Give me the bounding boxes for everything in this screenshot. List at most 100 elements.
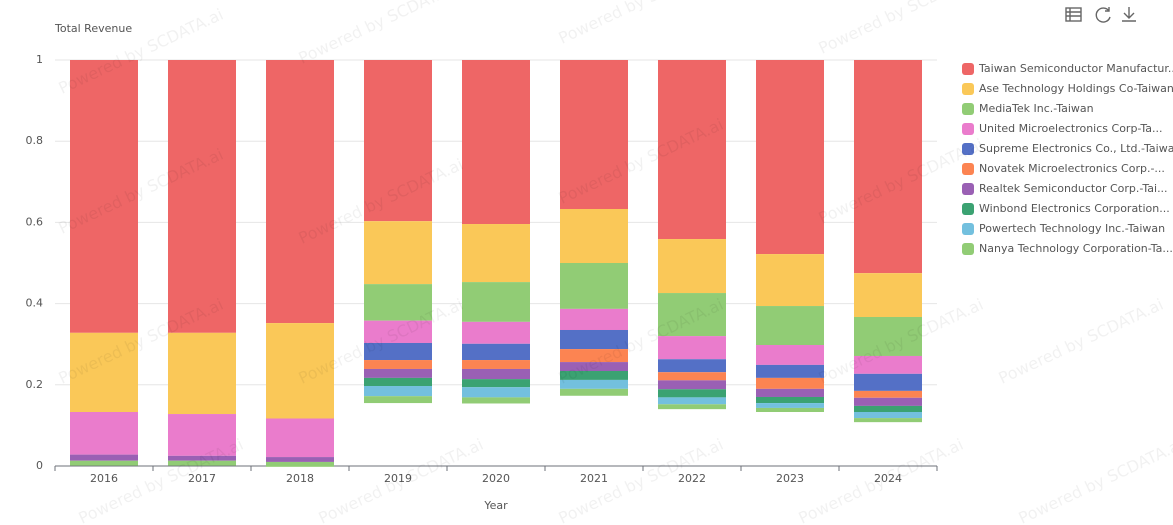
bar-segment [560,60,628,210]
bar-segment [658,239,726,294]
bar-segment [854,412,922,419]
legend-swatch [962,203,974,215]
bar-segment [854,405,922,413]
bar-segment [854,373,922,391]
bar-segment [168,414,236,456]
legend-swatch [962,183,974,195]
bar-segment [168,60,236,333]
y-tick-label: 0 [36,459,43,472]
bar-segment [70,460,138,466]
bar-segment [756,388,824,397]
bar-segment [462,60,530,225]
x-tick-label: 2024 [874,472,902,485]
bar-segment [854,390,922,398]
legend-swatch [962,163,974,175]
bar-segment [658,397,726,405]
bar-segment [168,455,236,461]
y-tick-label: 1 [36,53,43,66]
legend-label: Nanya Technology Corporation-Ta... [979,242,1173,255]
legend-swatch [962,123,974,135]
x-tick-label: 2017 [188,472,216,485]
bar-segment [756,377,824,389]
bar-segment [756,306,824,346]
bar-segment [364,320,432,343]
watermark: Powered by SCDATA.ai [316,435,487,525]
bar-segment [364,60,432,222]
legend-label: United Microelectronics Corp-Ta... [979,122,1163,135]
download-icon[interactable] [1122,7,1136,22]
bar-segment [266,457,334,462]
bar-segment [658,372,726,381]
legend-label: Winbond Electronics Corporation... [979,202,1170,215]
data-view-icon[interactable] [1065,7,1082,22]
legend-swatch [962,243,974,255]
bar-segment [854,60,922,274]
bar-segment [658,293,726,337]
bar-segment [560,388,628,396]
bar-segment [364,368,432,378]
bar-segment [560,379,628,389]
x-tick-label: 2021 [580,472,608,485]
bar-segment [560,308,628,330]
x-tick-label: 2016 [90,472,118,485]
data-view-lines [1066,8,1081,21]
legend-label: Taiwan Semiconductor Manufactur... [978,62,1173,75]
bar-segment [168,460,236,466]
bar-segment [462,224,530,283]
x-tick-label: 2023 [776,472,804,485]
bar-segment [364,360,432,369]
legend-swatch [962,83,974,95]
bar-segment [364,377,432,387]
bar-segment [854,418,922,423]
bar-segment [462,397,530,404]
bar-segment [854,355,922,374]
bar-segment [168,332,236,415]
watermark: Powered by SCDATA.ai [816,0,987,58]
bar-segment [756,254,824,307]
bar-segment [462,379,530,388]
bar-segment [756,407,824,413]
legend-swatch [962,103,974,115]
bar-segment [266,60,334,324]
bar-segment [756,396,824,404]
restore-icon[interactable] [1095,7,1111,23]
legend-label: MediaTek Inc.-Taiwan [979,102,1094,115]
watermark: Powered by SCDATA.ai [296,0,467,68]
bar-segment [756,60,824,255]
legend-label: Novatek Microelectronics Corp.-... [979,162,1165,175]
bar-segment [364,284,432,321]
bar-segment [756,403,824,408]
bar-segment [364,342,432,361]
y-tick-label: 0.6 [26,215,44,228]
x-tick-label: 2022 [678,472,706,485]
bar-segment [560,209,628,263]
x-axis-label: Year [483,499,508,512]
x-tick-label: 2018 [286,472,314,485]
bar-segment [560,349,628,363]
bar-segment [462,321,530,344]
bar-segment [756,364,824,378]
bar-segment [560,263,628,309]
bar-segment [854,316,922,356]
bar-segment [70,60,138,333]
bar-segment [266,418,334,458]
y-tick-label: 0.2 [26,378,44,391]
bar-segment [364,386,432,397]
bar-segment [70,332,138,413]
bar-segment [658,60,726,240]
watermark: Powered by SCDATA.ai [796,435,967,525]
bar-segment [462,282,530,322]
bar-segment [462,368,530,380]
toolbar[interactable] [1065,7,1136,23]
legend-swatch [962,143,974,155]
bar-segment [266,461,334,467]
bar-segment [364,396,432,404]
bar-segment [560,362,628,371]
watermark: Powered by SCDATA.ai [996,295,1167,388]
bar-segment [462,360,530,369]
bar-segment [854,397,922,406]
y-tick-label: 0.8 [26,134,44,147]
bar-segment [70,412,138,455]
x-tick-label: 2019 [384,472,412,485]
